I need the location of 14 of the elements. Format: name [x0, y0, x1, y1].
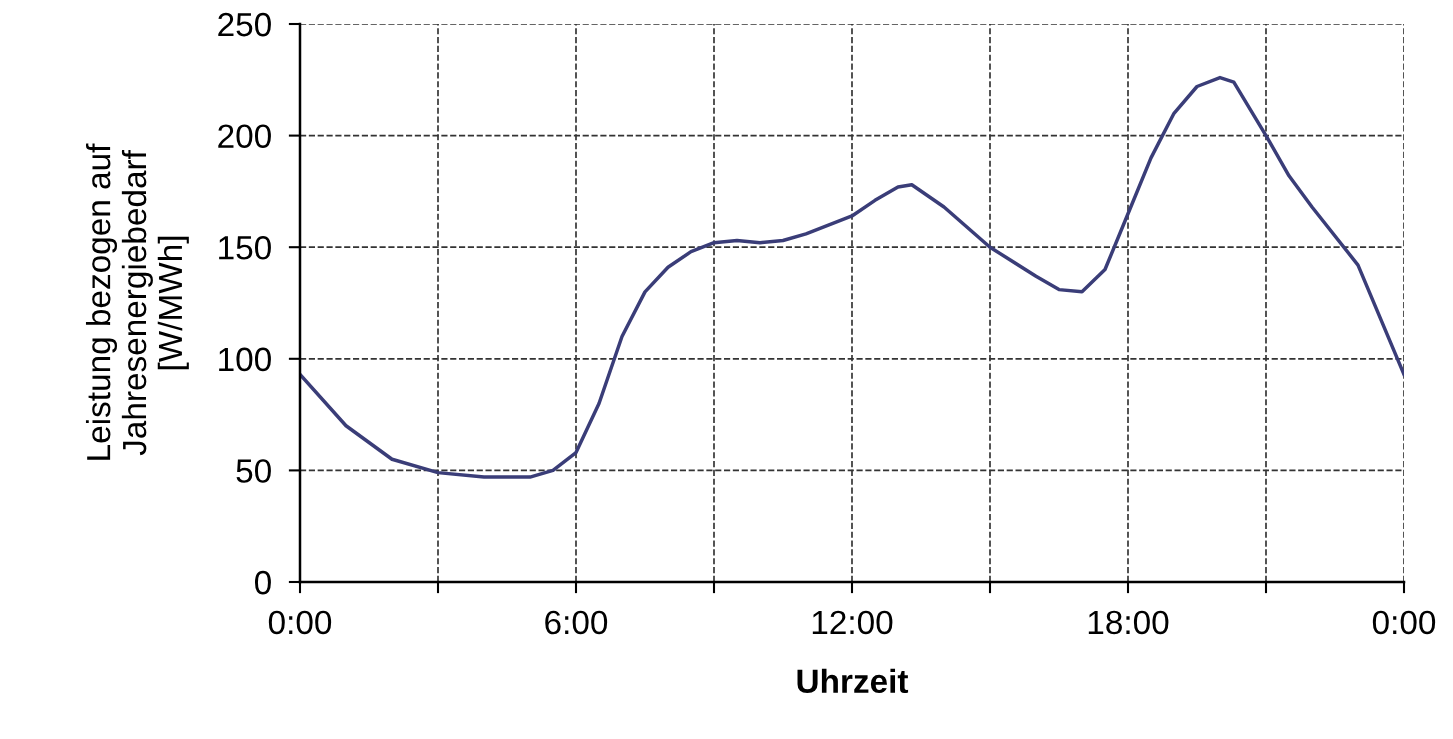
x-tick-label: 18:00: [1088, 610, 1169, 635]
x-tick-label: 0:00: [268, 610, 332, 635]
x-tick-label: 6:00: [545, 610, 608, 635]
y-tick-label: 200: [218, 124, 271, 149]
x-axis-title: Uhrzeit: [797, 668, 909, 694]
y-axis-title: Leistung bezogen auf Jahresenergiebedarf [W/MWh]: [85, 143, 189, 460]
x-tick-label: 0:00: [1372, 610, 1436, 635]
line-series: [300, 75, 1404, 479]
y-tick-label: 50: [236, 459, 271, 483]
y-tick-label: 100: [219, 347, 271, 372]
y-tick-label: 0: [254, 570, 271, 595]
y-tick-label: 150: [219, 236, 271, 260]
y-tick-label: 250: [218, 12, 271, 37]
x-tick-label: 12:00: [812, 610, 893, 635]
